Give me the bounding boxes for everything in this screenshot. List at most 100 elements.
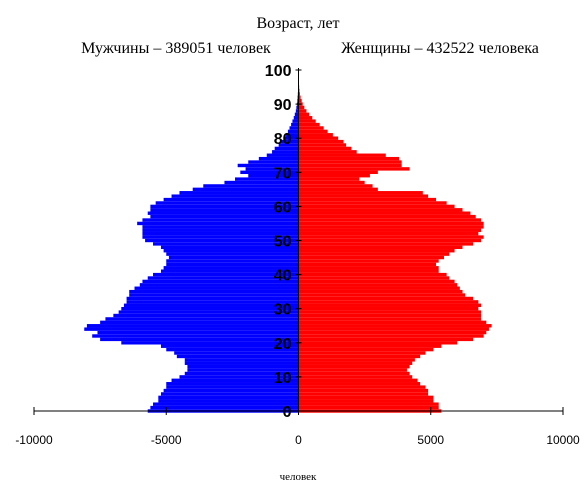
female-bar-age-65 xyxy=(298,187,378,192)
male-bar-age-17 xyxy=(174,351,299,355)
male-bar-age-28 xyxy=(113,313,299,318)
male-bar-age-89 xyxy=(296,105,299,110)
male-bar-age-51 xyxy=(142,235,299,239)
male-bar-age-22 xyxy=(92,334,299,338)
male-bar-age-1 xyxy=(150,405,299,410)
female-bar-age-22 xyxy=(298,334,484,338)
male-bar-age-5 xyxy=(160,392,299,396)
female-bar-age-28 xyxy=(298,313,481,318)
female-bar-age-61 xyxy=(298,201,447,205)
female-bar-age-77 xyxy=(298,146,352,151)
female-bar-age-4 xyxy=(298,395,434,400)
female-bar-age-71 xyxy=(298,167,410,171)
female-bar-age-72 xyxy=(298,163,402,168)
female-bar-age-82 xyxy=(298,129,328,134)
x-tick-labels: -10000 -5000 0 5000 10000 xyxy=(15,433,580,447)
male-bar-age-75 xyxy=(266,153,299,157)
female-bar-age-32 xyxy=(298,300,479,304)
male-bar-age-43 xyxy=(166,262,299,267)
male-bar-age-82 xyxy=(287,129,299,134)
legend-female-label: Женщины – 432522 человека xyxy=(341,40,539,57)
female-bar-age-12 xyxy=(298,368,407,372)
female-bar-age-75 xyxy=(298,153,386,157)
female-bar-age-47 xyxy=(298,249,455,253)
male-bar-age-4 xyxy=(158,395,299,400)
male-bar-age-31 xyxy=(123,303,299,307)
male-bar-age-9 xyxy=(171,378,299,383)
female-bar-age-33 xyxy=(298,296,474,301)
male-bar-age-79 xyxy=(281,139,299,144)
age-tick-label: 30 xyxy=(274,302,292,319)
female-bar-age-76 xyxy=(298,150,357,154)
female-bar-age-55 xyxy=(298,221,484,226)
male-bar-age-39 xyxy=(147,276,299,280)
male-bar-age-56 xyxy=(142,218,299,222)
male-bar-age-6 xyxy=(163,388,299,393)
age-tick-label: 90 xyxy=(274,97,292,114)
male-bar-age-48 xyxy=(160,245,299,250)
female-bar-age-79 xyxy=(298,139,344,144)
age-tick-label: 70 xyxy=(274,165,292,182)
female-bar-age-88 xyxy=(298,109,307,113)
female-bar-age-7 xyxy=(298,385,426,389)
x-tick-label: -10000 xyxy=(15,433,53,447)
female-bar-age-26 xyxy=(298,320,487,325)
male-bar-age-80 xyxy=(283,136,299,140)
male-bar-age-32 xyxy=(126,300,299,304)
x-tick-label: 10000 xyxy=(546,433,580,447)
male-bar-age-25 xyxy=(86,324,299,328)
male-bar-age-52 xyxy=(142,231,299,236)
female-bar-age-46 xyxy=(298,252,450,256)
female-bar-age-24 xyxy=(298,327,489,331)
female-bar-age-87 xyxy=(298,112,310,117)
female-bar-age-57 xyxy=(298,214,476,219)
female-bar-age-45 xyxy=(298,255,444,260)
female-bars xyxy=(298,68,492,413)
male-bar-age-58 xyxy=(147,211,299,215)
female-bar-age-23 xyxy=(298,330,487,335)
male-bar-age-45 xyxy=(168,255,299,260)
female-bar-age-20 xyxy=(298,341,458,345)
male-bar-age-8 xyxy=(166,382,299,386)
female-bar-age-54 xyxy=(298,225,484,229)
male-bar-age-69 xyxy=(248,174,299,178)
female-bar-age-92 xyxy=(298,95,301,99)
female-bar-age-93 xyxy=(298,92,300,96)
age-tick-label: 20 xyxy=(274,336,292,353)
male-bar-age-54 xyxy=(142,225,299,229)
female-bar-age-43 xyxy=(298,262,437,267)
female-bar-age-50 xyxy=(298,238,481,243)
male-bar-age-41 xyxy=(160,269,299,273)
age-tick-label: 0 xyxy=(283,404,292,421)
male-bar-age-74 xyxy=(258,156,299,161)
age-tick-label: 40 xyxy=(274,268,292,285)
female-bar-age-51 xyxy=(298,235,484,239)
male-bar-age-11 xyxy=(184,371,299,376)
female-bar-age-39 xyxy=(298,276,450,280)
female-bar-age-62 xyxy=(298,197,437,202)
male-bar-age-88 xyxy=(295,109,299,113)
male-bar-age-37 xyxy=(139,283,299,287)
male-bar-age-18 xyxy=(166,347,299,352)
chart-title: Возраст, лет xyxy=(256,15,339,32)
female-bar-age-59 xyxy=(298,208,463,212)
age-tick-label: 80 xyxy=(274,131,292,148)
female-bar-age-27 xyxy=(298,317,481,321)
x-axis-label: человек xyxy=(280,471,317,483)
female-bar-age-53 xyxy=(298,228,481,232)
male-bar-age-46 xyxy=(166,252,299,256)
age-tick-labels: 0 10 20 30 40 50 60 70 80 90 100 xyxy=(265,63,292,421)
male-bar-age-86 xyxy=(293,116,299,120)
male-bar-age-50 xyxy=(145,238,299,243)
age-tick-label: 100 xyxy=(265,63,292,80)
male-bar-age-57 xyxy=(150,214,299,219)
male-bar-age-84 xyxy=(291,122,299,127)
female-bar-age-91 xyxy=(298,98,302,103)
female-bar-age-35 xyxy=(298,289,463,294)
male-bar-age-3 xyxy=(158,399,299,403)
male-bar-age-72 xyxy=(237,163,299,168)
male-bar-age-87 xyxy=(294,112,299,117)
female-bar-age-14 xyxy=(298,361,413,365)
female-bar-age-52 xyxy=(298,231,479,236)
male-bar-age-70 xyxy=(240,170,299,174)
